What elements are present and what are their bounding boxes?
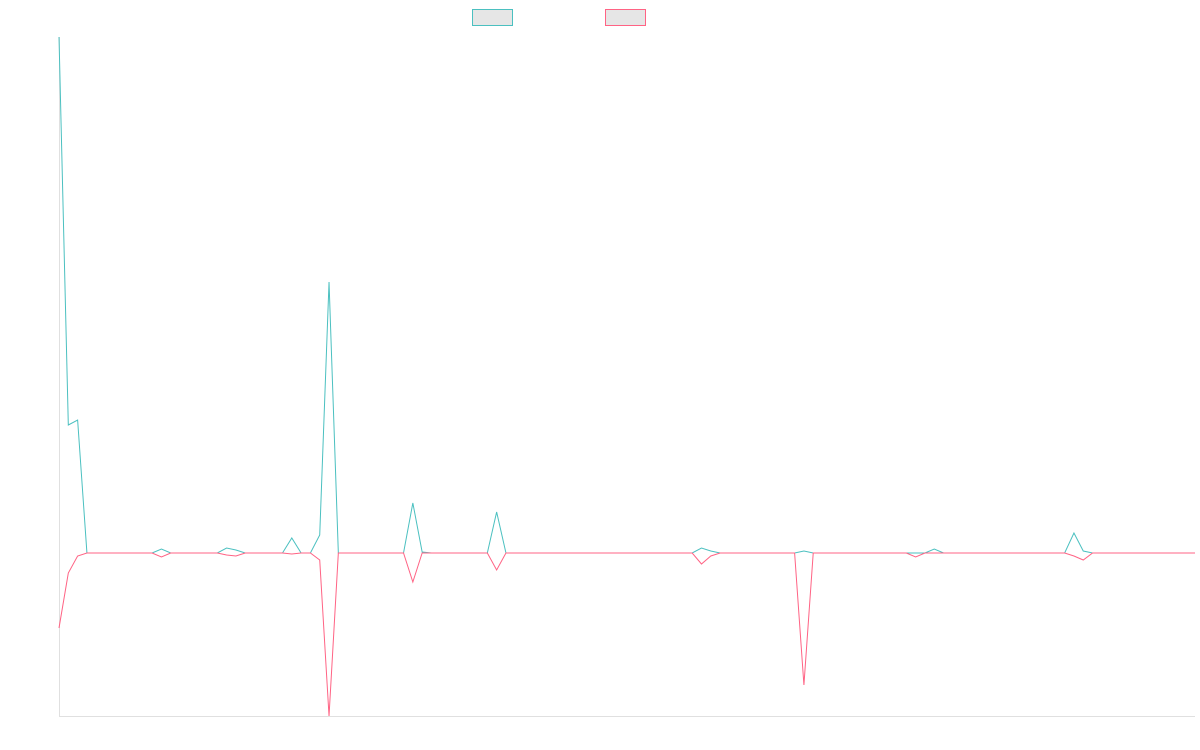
line-series [58, 552, 1195, 717]
legend-swatch [605, 9, 646, 26]
legend-swatch [472, 9, 513, 26]
line-series [58, 36, 1195, 554]
